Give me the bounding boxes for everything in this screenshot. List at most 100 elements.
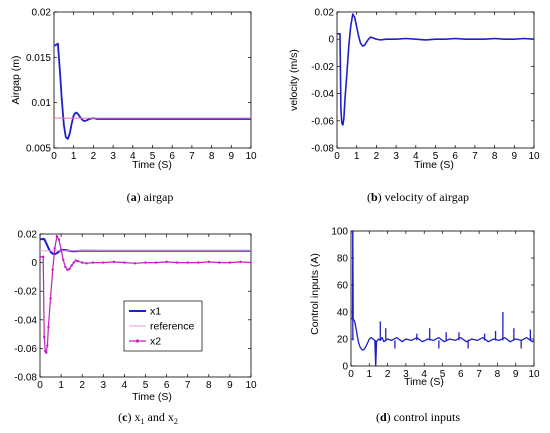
- panel-c-point-x2: [239, 260, 242, 264]
- panel-b-xtick-label: 8: [492, 151, 498, 162]
- panel-b-xtick-label: 4: [413, 151, 419, 162]
- panel-c-states: 0 1 2 3 4 5 6 7 8 9 10 -0.08 -0.06 -0.04 -0.02 0 0.02 x1 r…: [14, 230, 257, 427]
- panel-c-point-x2: [91, 261, 94, 264]
- panel-c-xtick-label: 10: [245, 380, 257, 391]
- panel-d-ytick-label: 60: [337, 281, 349, 292]
- panel-a-ylabel: Airgap (m): [10, 55, 22, 104]
- panel-c-xtick-label: 3: [101, 380, 107, 391]
- panel-a-xtick-label: 6: [169, 151, 175, 162]
- panel-c-xlabel: Time (S): [132, 391, 172, 403]
- panel-a-xtick-label: 10: [245, 151, 257, 162]
- panel-c-point-x2: [175, 261, 179, 264]
- panel-a-xtick-label: 4: [130, 151, 136, 162]
- panel-c-point-x2: [64, 265, 67, 269]
- panel-d-ytick-label: 80: [337, 254, 349, 265]
- panel-c-point-x2: [59, 248, 63, 251]
- panel-b-xtick-label: 0: [334, 151, 340, 162]
- panel-b-xtick-label: 9: [512, 151, 518, 162]
- panel-c-point-x2: [74, 259, 78, 262]
- panel-c-xtick-label: 4: [122, 380, 128, 391]
- panel-c-legend-label-x2: x2: [150, 336, 161, 348]
- panel-d-ytick-label: 0: [342, 362, 348, 373]
- panel-c-point-x2: [76, 259, 80, 263]
- panel-d-ytick-label: 40: [337, 308, 349, 319]
- panel-b-ytick-label: -0.04: [311, 89, 334, 100]
- panel-b-ylabel: velocity (m/s): [288, 49, 300, 111]
- panel-c-point-x2: [102, 261, 105, 264]
- panel-b-axes-frame: [336, 11, 535, 149]
- panel-c-legend-label-x1: x1: [150, 306, 161, 318]
- panel-c-point-x2: [46, 344, 49, 347]
- panel-d-xtick-label: 5: [440, 369, 446, 380]
- panel-c-point-x2: [40, 255, 42, 259]
- panel-c-point-x2: [218, 261, 221, 264]
- panel-c-point-x2: [133, 262, 137, 265]
- panel-c-point-x2: [57, 238, 61, 241]
- panel-a-ytick-label: 0.005: [26, 144, 51, 155]
- panel-d-xtick-label: 3: [403, 369, 409, 380]
- panel-c-xtick-label: 7: [185, 380, 191, 391]
- panel-d-ytick-label: 20: [337, 335, 349, 346]
- panel-c-point-x2: [197, 261, 200, 264]
- panel-b-ytick-label: -0.06: [311, 116, 334, 127]
- panel-d-ylabel: Control inputs (A): [309, 253, 321, 335]
- panel-a-xlabel: Time (S): [132, 159, 172, 171]
- panel-c-point-x2: [51, 268, 54, 271]
- panel-a-axes-frame: [53, 11, 252, 149]
- panel-d-xtick-label: 2: [385, 369, 391, 380]
- panel-b-series-series-0: [337, 13, 534, 126]
- panel-c-legend-label-reference: reference: [150, 321, 195, 333]
- panel-b-xtick-label: 3: [393, 151, 399, 162]
- panel-c-point-x2: [72, 261, 75, 264]
- panel-d-xtick-label: 8: [495, 369, 501, 380]
- panel-b-xtick-label: 5: [433, 151, 439, 162]
- panel-c-xtick-label: 6: [164, 380, 170, 391]
- panel-c-point-x2: [41, 255, 45, 259]
- panel-c-point-x2: [70, 264, 73, 267]
- panel-d-xtick-label: 10: [528, 369, 540, 380]
- panel-d-xtick-label: 6: [458, 369, 464, 380]
- panel-c-point-x2: [112, 260, 116, 264]
- panel-c-point-x2: [123, 261, 126, 264]
- panel-c-ytick-label: -0.04: [14, 315, 37, 326]
- panel-c-point-x2: [62, 258, 65, 261]
- panel-a-caption: (a) airgap: [127, 190, 174, 204]
- panel-c-point-x2: [154, 261, 158, 264]
- panel-b-xtick-label: 10: [528, 151, 540, 162]
- panel-b-ytick-label: 0: [328, 35, 334, 46]
- panel-b-xtick-label: 1: [354, 151, 360, 162]
- panel-c-point-x2: [55, 234, 59, 238]
- panel-a-xtick-label: 8: [209, 151, 215, 162]
- panel-a-ytick-label: 0.01: [32, 98, 52, 109]
- panel-c-point-x2: [45, 351, 48, 354]
- panel-d-series-series-0: [351, 231, 534, 366]
- panel-c-point-x2: [207, 260, 210, 264]
- panel-c-xtick-label: 2: [79, 380, 85, 391]
- panel-c-ytick-label: -0.08: [14, 373, 37, 384]
- panel-c-legend-marker-x2: [135, 339, 140, 343]
- panel-c-point-x2: [66, 268, 69, 271]
- panel-b-ytick-label: -0.08: [311, 144, 334, 155]
- panel-c-point-x2: [47, 325, 50, 329]
- panel-c-legend: x1 reference x2: [123, 300, 203, 352]
- panel-c-ytick-label: 0.02: [18, 230, 38, 241]
- panel-a-ytick-label: 0.02: [32, 8, 52, 19]
- panel-c-xtick-label: 5: [143, 380, 149, 391]
- panel-d-xtick-label: 0: [348, 369, 354, 380]
- panel-a-xtick-label: 7: [189, 151, 195, 162]
- panel-c-point-x2: [165, 260, 168, 264]
- panel-c-xtick-label: 8: [206, 380, 212, 391]
- panel-c-xtick-label: 9: [227, 380, 233, 391]
- panel-a-xtick-label: 3: [110, 151, 116, 162]
- panel-a-xtick-label: 2: [91, 151, 97, 162]
- panel-c-caption: (c) x1 and x2: [118, 410, 178, 426]
- panel-b-xtick-label: 7: [472, 151, 478, 162]
- panel-c-point-x2: [43, 335, 46, 339]
- panel-a-ytick-label: 0.015: [26, 53, 51, 64]
- panel-b-ytick-label: -0.02: [311, 62, 334, 73]
- panel-c-point-x2: [249, 261, 251, 264]
- panel-c-xtick-label: 1: [58, 380, 64, 391]
- panel-c-point-x2: [53, 247, 56, 250]
